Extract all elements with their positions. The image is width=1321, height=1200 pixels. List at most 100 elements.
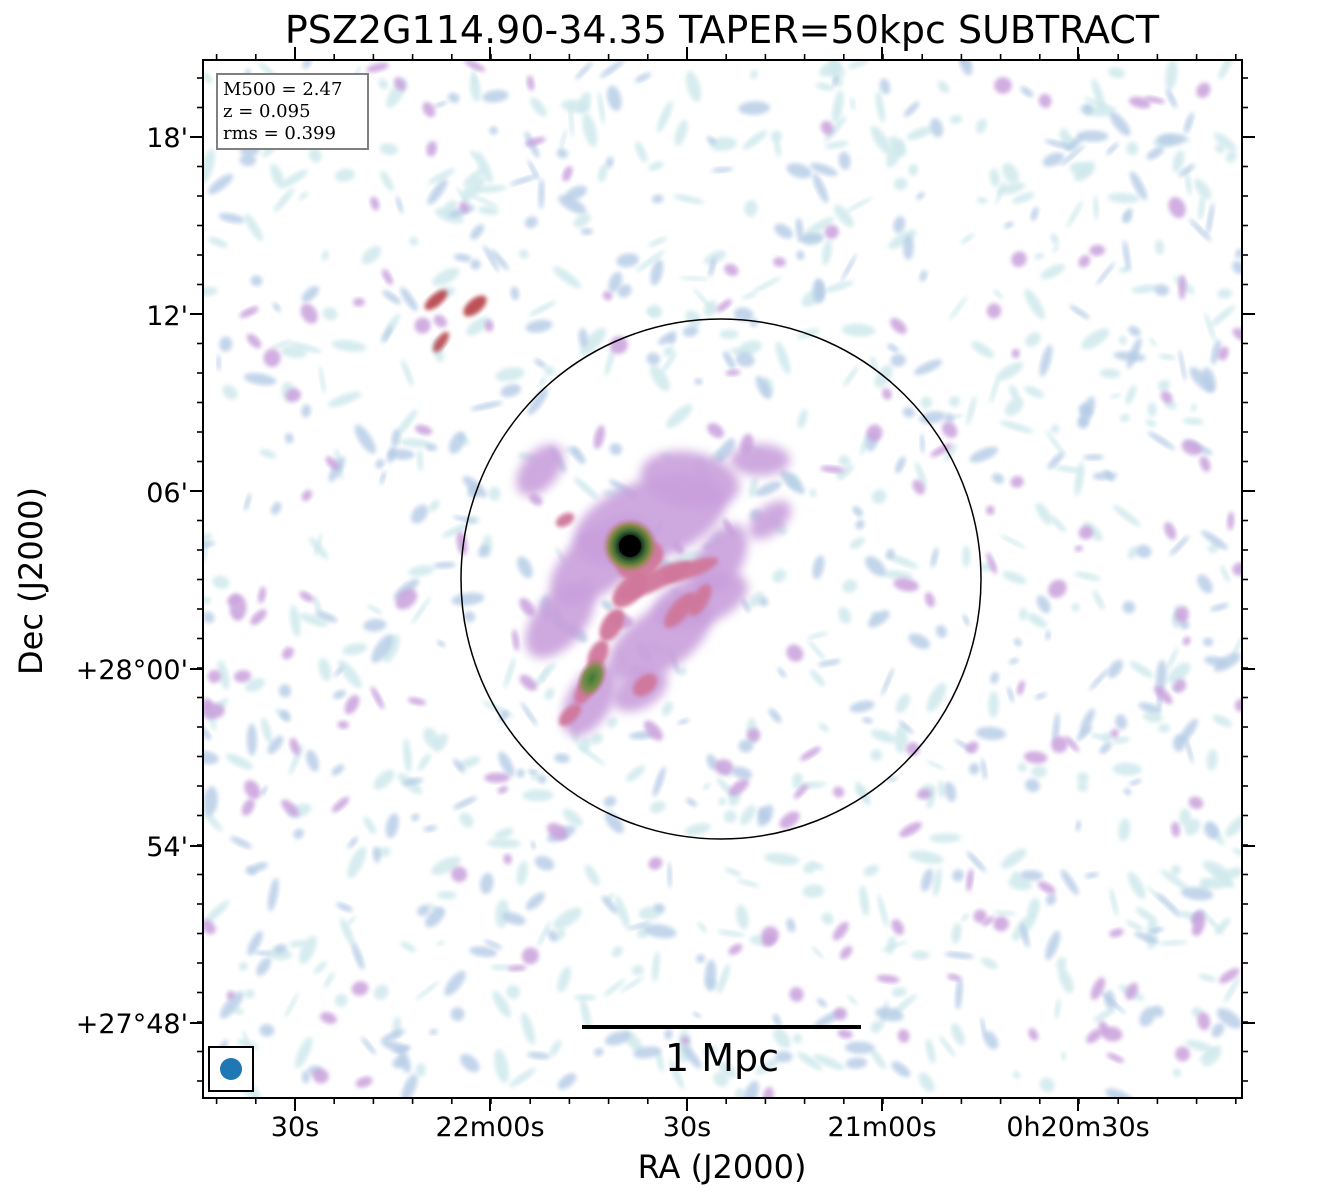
- noise-blob: [973, 909, 987, 924]
- noise-blob: [703, 300, 718, 317]
- noise-blob: [1171, 821, 1181, 838]
- noise-blob: [1180, 887, 1214, 901]
- noise-blob: [818, 722, 829, 732]
- noise-blob: [703, 782, 711, 791]
- noise-blob: [1035, 502, 1053, 526]
- noise-blob: [833, 786, 845, 798]
- noise-blob: [553, 907, 582, 930]
- noise-blob: [1134, 931, 1159, 944]
- noise-blob: [893, 578, 919, 592]
- noise-blob: [602, 291, 613, 301]
- noise-blob: [216, 354, 221, 372]
- noise-blob: [530, 97, 547, 117]
- emission-blob: [661, 557, 719, 583]
- noise-blob: [952, 413, 963, 419]
- noise-blob: [1184, 736, 1194, 764]
- noise-blob: [996, 182, 1026, 195]
- noise-blob: [738, 101, 771, 115]
- noise-blob: [799, 746, 821, 761]
- noise-blob: [527, 388, 549, 416]
- info-m500: M500 = 2.47: [223, 79, 342, 100]
- noise-blob: [648, 161, 664, 171]
- noise-blob: [372, 846, 381, 863]
- noise-blob: [762, 934, 776, 947]
- noise-blob: [855, 519, 865, 530]
- noise-blob: [949, 295, 968, 321]
- noise-blob: [423, 825, 438, 832]
- noise-blob: [929, 118, 944, 138]
- noise-blob: [351, 981, 369, 996]
- noise-blob: [527, 1051, 551, 1060]
- noise-blob: [470, 259, 481, 270]
- noise-blob: [713, 1071, 729, 1087]
- radio-emission-map: [203, 60, 1242, 1098]
- noise-blob: [325, 456, 339, 471]
- noise-blob: [1019, 607, 1028, 621]
- noise-blob: [823, 280, 854, 293]
- noise-blob: [752, 277, 782, 293]
- noise-blob: [580, 228, 593, 235]
- noise-blob: [890, 317, 907, 334]
- noise-blob: [694, 378, 703, 385]
- noise-blob: [1172, 734, 1186, 752]
- noise-blob: [605, 156, 614, 169]
- noise-blob: [619, 976, 645, 993]
- noise-blob: [1142, 711, 1163, 723]
- noise-blob: [451, 592, 485, 606]
- noise-blob: [533, 662, 556, 688]
- noise-blob: [422, 101, 436, 118]
- noise-blob: [1234, 699, 1242, 712]
- noise-blob: [427, 178, 448, 205]
- noise-blob: [528, 300, 557, 317]
- noise-blob: [646, 308, 657, 317]
- noise-blob: [1211, 339, 1221, 365]
- noise-blob: [1038, 93, 1052, 108]
- noise-blob: [388, 449, 415, 460]
- noise-blob: [865, 556, 886, 576]
- noise-blob: [320, 1012, 337, 1024]
- noise-blob: [208, 173, 234, 195]
- noise-blob: [976, 118, 987, 134]
- noise-blob: [955, 977, 963, 1010]
- noise-blob: [762, 1086, 774, 1098]
- noise-blob: [891, 987, 907, 998]
- noise-blob: [1045, 430, 1066, 457]
- noise-blob: [463, 611, 476, 623]
- noise-blob: [380, 471, 386, 485]
- noise-blob: [470, 401, 503, 411]
- noise-blob: [626, 765, 646, 782]
- noise-blob: [627, 921, 652, 930]
- noise-blob: [860, 431, 870, 456]
- noise-blob: [993, 916, 1009, 932]
- noise-blob: [1011, 192, 1035, 204]
- noise-blob: [396, 195, 403, 214]
- noise-blob: [1110, 728, 1119, 738]
- beam-ellipse: [220, 1058, 242, 1080]
- noise-blob: [1077, 772, 1089, 784]
- noise-blob: [537, 921, 551, 947]
- noise-blob: [1127, 546, 1138, 560]
- noise-blob: [779, 811, 800, 829]
- noise-blob: [1002, 571, 1027, 584]
- noise-blob: [460, 1053, 480, 1073]
- noise-blob: [893, 216, 906, 234]
- noise-blob: [334, 168, 355, 182]
- y-tick-label: 12': [146, 301, 188, 332]
- noise-blob: [1204, 312, 1216, 342]
- noise-blob: [669, 1060, 685, 1090]
- noise-blob: [657, 101, 673, 133]
- noise-blob: [912, 479, 925, 495]
- noise-blob: [952, 869, 964, 882]
- noise-blob: [370, 686, 385, 710]
- noise-blob: [462, 475, 487, 498]
- noise-blob: [1104, 469, 1114, 482]
- noise-blob: [1074, 545, 1083, 552]
- noise-blob: [770, 130, 783, 142]
- noise-blob: [773, 257, 786, 268]
- noise-blob: [929, 833, 962, 843]
- noise-blob: [436, 640, 446, 647]
- noise-blob: [1083, 97, 1117, 111]
- noise-blob: [244, 493, 251, 512]
- noise-blob: [379, 143, 398, 156]
- noise-blob: [1045, 630, 1051, 641]
